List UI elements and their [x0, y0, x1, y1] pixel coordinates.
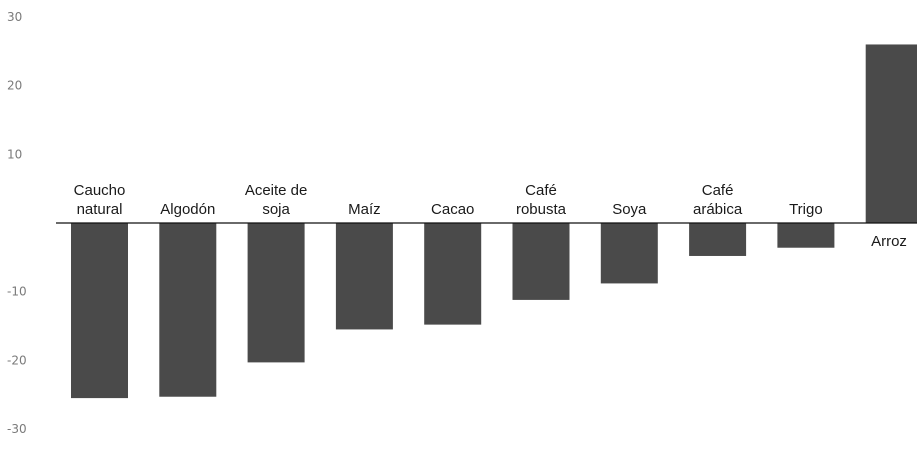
category-label: Soya — [612, 201, 647, 218]
y-tick-label: 20 — [7, 79, 22, 93]
y-axis-ticks: 30 20 10 -10 -20 -30 — [7, 10, 27, 436]
bar — [335, 223, 393, 330]
y-tick-label: 10 — [7, 147, 22, 161]
y-tick-label: -20 — [7, 353, 27, 367]
bar — [424, 223, 482, 325]
bar — [247, 223, 305, 363]
y-tick-label: 30 — [7, 10, 22, 24]
category-label: Maíz — [348, 201, 381, 218]
category-labels: Caucho natural Algodón Aceite de soja Maíz Cac… — [74, 182, 907, 250]
y-tick-label: -10 — [7, 285, 27, 299]
category-label: Trigo — [789, 201, 823, 218]
bar — [777, 223, 835, 248]
category-label: Algodón — [160, 201, 215, 218]
bar — [689, 223, 747, 256]
category-label: Café — [702, 182, 734, 199]
bar — [865, 44, 917, 223]
category-label: robusta — [516, 201, 567, 218]
category-label: natural — [77, 201, 123, 218]
bar — [600, 223, 658, 284]
bar — [159, 223, 217, 397]
category-label: Caucho — [74, 182, 126, 199]
category-label: Cacao — [431, 201, 474, 218]
category-label: Café — [525, 182, 557, 199]
category-label: Aceite de — [245, 182, 308, 199]
bar — [71, 223, 128, 399]
category-label: arábica — [693, 201, 743, 218]
y-tick-label: -30 — [7, 422, 27, 436]
category-label: Arroz — [871, 233, 907, 250]
bar — [512, 223, 570, 300]
category-label: soja — [262, 201, 290, 218]
bars — [71, 44, 917, 399]
